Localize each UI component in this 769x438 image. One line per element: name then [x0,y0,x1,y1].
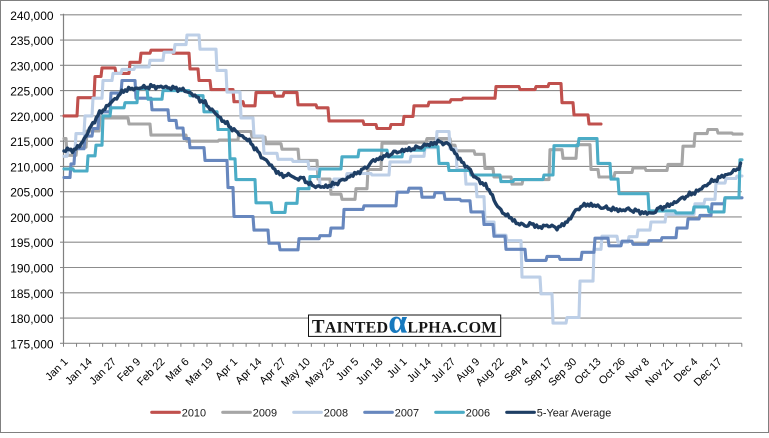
svg-text:180,000: 180,000 [10,312,54,326]
svg-text:225,000: 225,000 [10,85,54,99]
svg-text:210,000: 210,000 [10,160,54,174]
svg-text:220,000: 220,000 [10,110,54,124]
svg-text:235,000: 235,000 [10,34,54,48]
svg-text:185,000: 185,000 [10,287,54,301]
svg-text:205,000: 205,000 [10,186,54,200]
svg-text:240,000: 240,000 [10,9,54,23]
svg-text:2010: 2010 [182,407,206,419]
svg-text:175,000: 175,000 [10,337,54,351]
svg-text:190,000: 190,000 [10,262,54,276]
svg-text:2008: 2008 [324,407,348,419]
svg-text:2006: 2006 [466,407,490,419]
svg-text:230,000: 230,000 [10,59,54,73]
svg-text:5-Year Average: 5-Year Average [537,407,611,419]
svg-text:195,000: 195,000 [10,236,54,250]
svg-text:200,000: 200,000 [10,211,54,225]
svg-text:215,000: 215,000 [10,135,54,149]
svg-text:2007: 2007 [395,407,419,419]
svg-text:2009: 2009 [253,407,277,419]
